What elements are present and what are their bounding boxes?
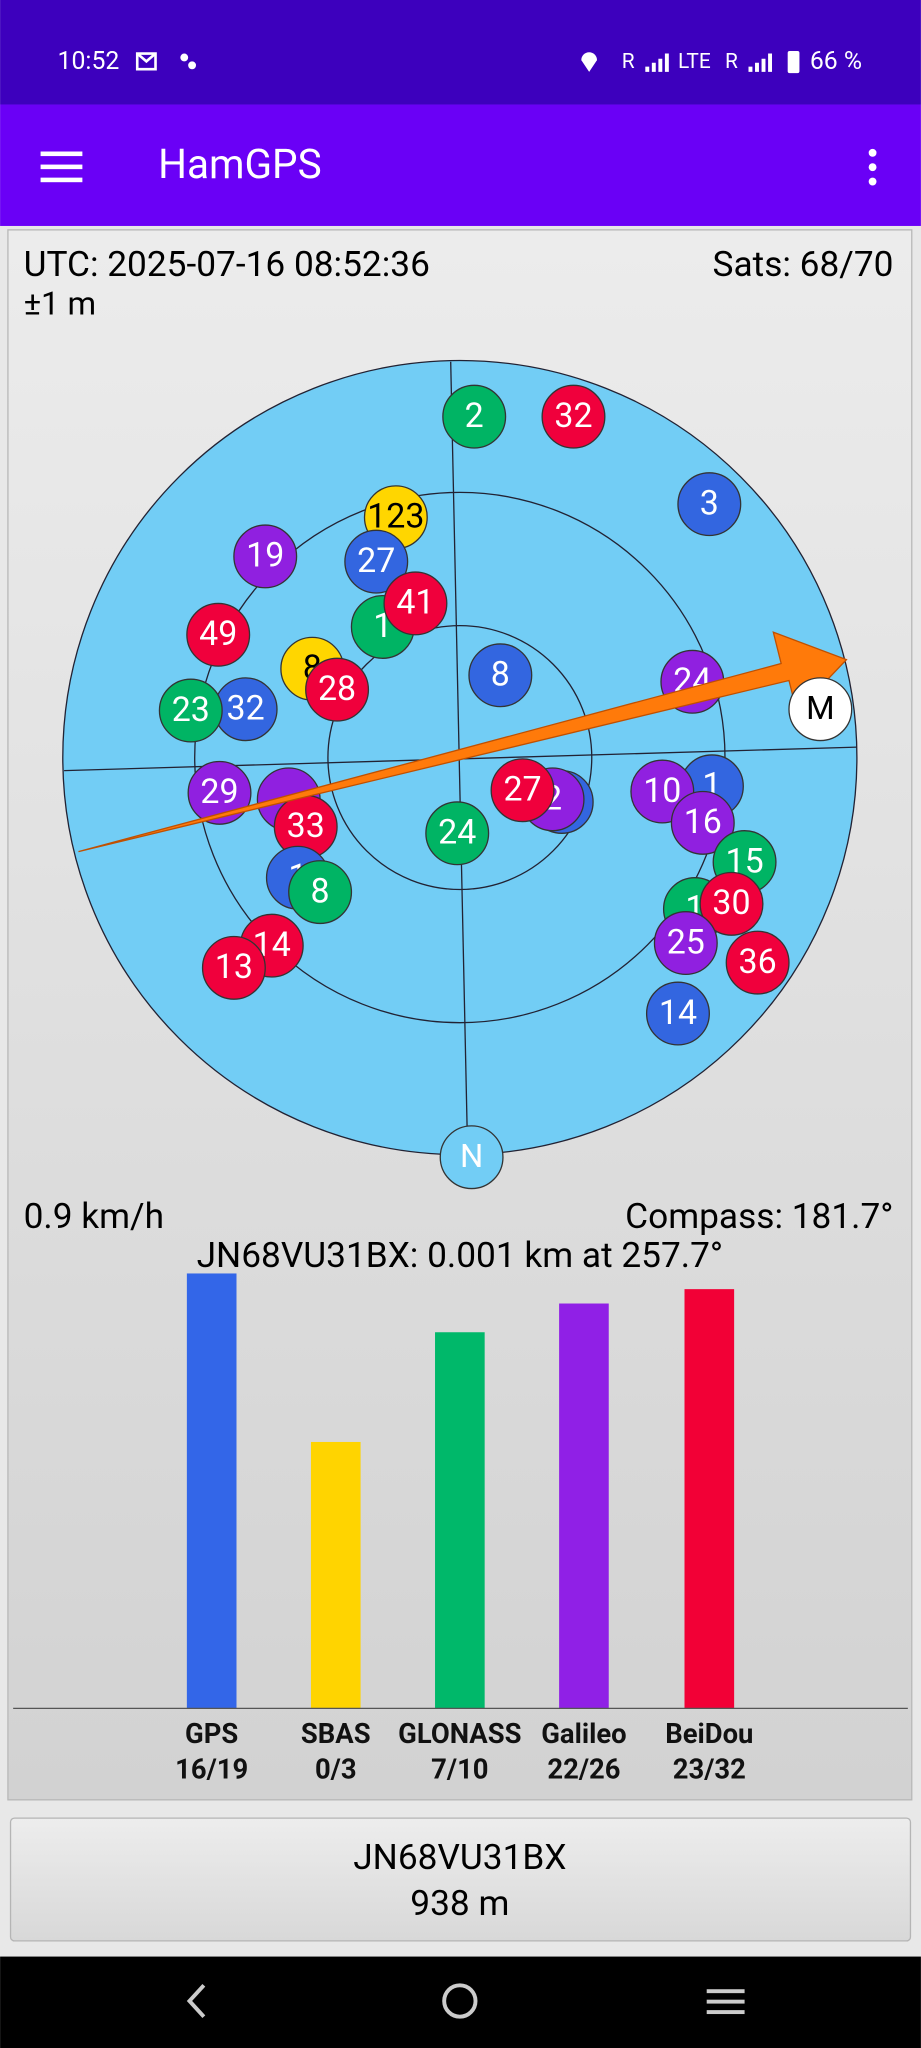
galileo-bar <box>559 1303 609 1709</box>
satellite-id: 27 <box>357 542 395 581</box>
satellite-id: 14 <box>659 994 697 1033</box>
satellite <box>186 602 251 667</box>
magnetic-marker <box>788 677 853 742</box>
altitude: 938 m <box>410 1882 509 1924</box>
satellite <box>233 524 298 589</box>
north-marker-label: N <box>460 1137 483 1175</box>
constellation-name: GPS <box>185 1718 238 1750</box>
satellite <box>677 472 742 537</box>
constellation-count: 22/26 <box>547 1753 620 1785</box>
navigation-bar <box>0 1956 921 2048</box>
satellite <box>201 935 266 1000</box>
magnetic-marker-label: M <box>806 689 835 727</box>
constellation-name: Galileo <box>541 1718 626 1750</box>
locator-button[interactable]: JN68VU31BX 938 m <box>9 1817 912 1942</box>
satellite-id: 8 <box>491 656 510 695</box>
locator-distance: JN68VU31BX: 0.001 km at 257.7° <box>197 1234 723 1276</box>
more-button[interactable] <box>868 148 877 186</box>
constellation-name: SBAS <box>301 1718 371 1750</box>
back-button[interactable] <box>186 1983 206 2018</box>
satellite <box>490 758 555 823</box>
battery-level: 66 % <box>810 47 862 76</box>
satellite-id: 32 <box>227 689 265 728</box>
satellites: 2323123192714149828832232429332422711016… <box>158 384 790 1046</box>
accuracy: ±1 m <box>24 284 97 322</box>
satellite-id: 27 <box>503 770 541 809</box>
satellite-id: 10 <box>643 772 681 811</box>
satellite-id: 25 <box>667 923 705 962</box>
clock: 10:52 <box>58 47 120 76</box>
signal-icon <box>645 53 669 72</box>
gps-bar <box>186 1273 237 1709</box>
satellite-id: 19 <box>246 537 284 576</box>
utc-time: UTC: 2025-07-16 08:52:36 <box>24 243 430 285</box>
constellation-count: 23/32 <box>673 1753 746 1785</box>
satellite <box>645 981 710 1046</box>
recents-button[interactable] <box>706 1989 745 2015</box>
constellation-name: GLONASS <box>398 1718 521 1750</box>
satellite <box>670 790 735 855</box>
mail-icon <box>135 52 157 71</box>
satellite <box>383 571 448 636</box>
satellite <box>305 657 370 722</box>
satellite <box>699 871 764 936</box>
glonass-bar <box>435 1332 485 1709</box>
menu-button[interactable] <box>40 151 83 183</box>
north-marker <box>439 1125 504 1190</box>
locator: JN68VU31BX <box>353 1836 566 1878</box>
steps-icon <box>188 61 197 70</box>
roaming: R <box>725 50 738 74</box>
satellite <box>187 760 252 825</box>
satellite-id: 8 <box>311 872 330 911</box>
satellite-id: 36 <box>739 943 777 982</box>
satellite-id: 29 <box>200 773 238 812</box>
constellation-count: 0/3 <box>315 1753 357 1785</box>
satellite <box>158 678 223 743</box>
satellite-id: 49 <box>199 615 237 654</box>
satellite-id: 30 <box>712 884 750 923</box>
steps-icon <box>180 53 189 62</box>
satellite-id: 24 <box>438 814 476 853</box>
constellation-name: BeiDou <box>665 1718 753 1750</box>
app-bar <box>0 104 921 226</box>
satellite <box>653 911 718 976</box>
satellite-count: Sats: 68/70 <box>713 243 894 285</box>
satellite <box>541 384 606 449</box>
sbas-bar <box>310 1441 361 1709</box>
roaming: R <box>622 50 635 74</box>
satellite <box>442 384 507 449</box>
app-title: HamGPS <box>158 140 322 188</box>
satellite-id: 32 <box>554 397 592 436</box>
location-icon <box>581 52 597 72</box>
speed: 0.9 km/h <box>24 1195 164 1237</box>
satellite-id: 23 <box>172 691 210 730</box>
beidou-bar <box>684 1289 735 1709</box>
satellite <box>468 643 533 708</box>
battery-icon <box>787 50 800 74</box>
satellite-id: 16 <box>684 803 722 842</box>
satellite-id: 41 <box>396 584 434 623</box>
satellite-id: 3 <box>700 484 719 523</box>
satellite <box>288 860 353 925</box>
satellite-id: 2 <box>465 397 484 436</box>
satellite <box>725 930 790 995</box>
compass: Compass: 181.7° <box>625 1195 893 1237</box>
signal-icon <box>748 53 773 72</box>
constellation-count: 7/10 <box>431 1753 488 1785</box>
heading-arrow <box>78 631 848 853</box>
satellite-id: 33 <box>287 807 325 846</box>
constellation-count: 16/19 <box>175 1753 248 1785</box>
home-button[interactable] <box>442 1983 478 2019</box>
satellite-id: 13 <box>215 948 253 987</box>
network-type: LTE <box>678 50 711 74</box>
satellite-id: 28 <box>318 670 356 709</box>
elevation-ring <box>327 624 593 891</box>
satellite <box>425 801 490 866</box>
satellite <box>344 529 409 594</box>
